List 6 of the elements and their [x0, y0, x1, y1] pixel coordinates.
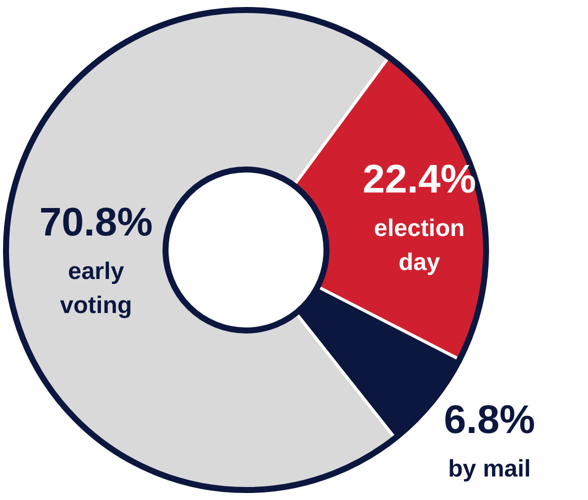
slice-label: by mail — [448, 455, 531, 482]
data-label: 22.4% — [362, 157, 476, 202]
slice-label: election day — [374, 215, 465, 276]
slice-label: early voting — [60, 258, 132, 320]
data-label: 70.8% — [39, 200, 153, 244]
data-label: 6.8% — [444, 398, 536, 442]
